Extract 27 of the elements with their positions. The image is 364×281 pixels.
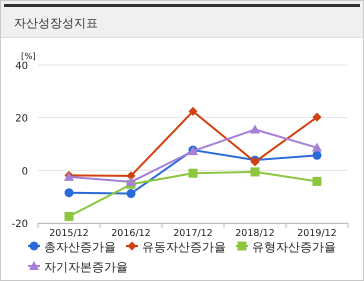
x-tick-label: 2015/12 [49, 228, 89, 239]
y-tick-label: -20 [12, 219, 28, 230]
point [188, 106, 198, 116]
x-tick-label: 2019/12 [297, 228, 337, 239]
legend-label: 유형자산증가율 [252, 240, 336, 254]
legend-label: 유동자산증가율 [142, 240, 226, 254]
point [126, 176, 136, 186]
point [312, 176, 322, 186]
legend-label: 총자산증가율 [44, 240, 116, 254]
legend-label: 자기자본증가율 [44, 260, 128, 274]
x-tick-label: 2016/12 [111, 228, 151, 239]
point [250, 124, 260, 134]
point [188, 168, 198, 178]
point [64, 212, 74, 221]
y-axis-title: [%] [21, 52, 36, 62]
point [312, 142, 322, 152]
y-tick-label: 0 [22, 166, 28, 178]
point [250, 167, 260, 176]
y-tick-label: 20 [15, 114, 28, 125]
chart-title: 자산성장성지표 [14, 16, 98, 30]
point [126, 189, 136, 198]
x-tick-label: 2017/12 [173, 228, 213, 239]
point [312, 112, 322, 122]
point [64, 188, 74, 198]
point [312, 150, 322, 160]
x-tick-label: 2018/12 [235, 228, 275, 239]
y-tick-label: 40 [15, 61, 28, 72]
